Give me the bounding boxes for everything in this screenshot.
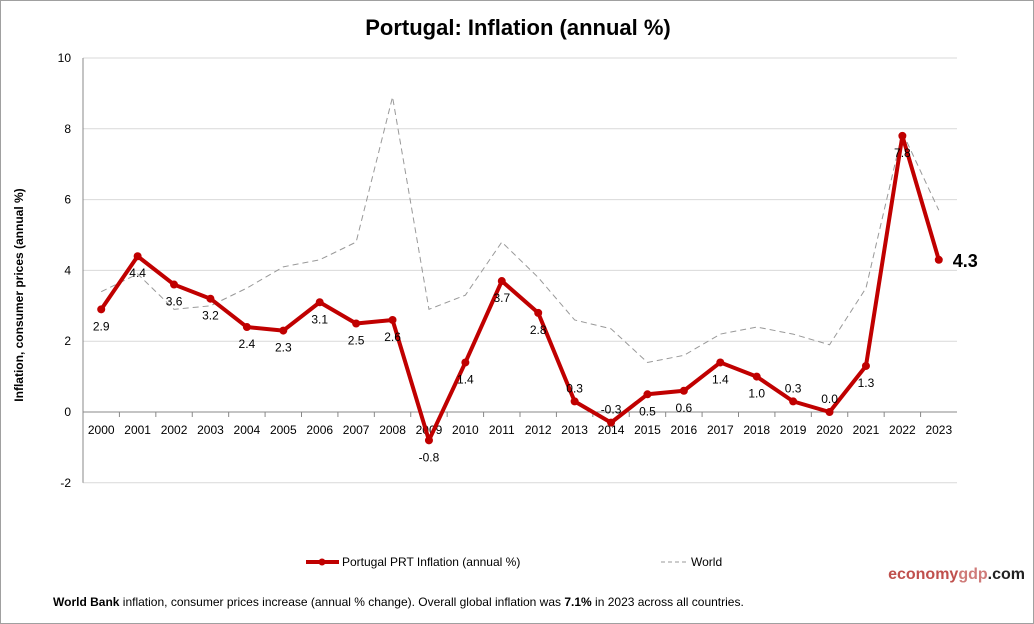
data-label: 1.4 [457,372,474,386]
y-tick-label: 0 [64,405,71,419]
portugal-point [825,408,834,416]
x-tick-label: 2017 [707,423,734,437]
data-label: 0.3 [566,381,583,395]
data-label: 0.0 [821,392,838,406]
data-label: 2.4 [239,337,256,351]
data-label: 3.6 [166,295,183,309]
portugal-point [242,323,251,332]
x-tick-label: 2001 [124,423,151,437]
y-axis-label: Inflation, consumer prices (annual %) [12,188,26,401]
x-tick-label: 2010 [452,423,479,437]
legend: Portugal PRT Inflation (annual %) World [306,555,722,569]
x-tick-label: 2018 [743,423,770,437]
data-label: 7.8 [894,146,911,160]
portugal-point [315,298,324,307]
portugal-point [388,315,397,324]
data-label: 3.2 [202,309,219,323]
portugal-point [170,280,179,289]
data-label: 2.9 [93,319,110,333]
legend-marker-portugal [318,558,326,566]
portugal-point [279,326,288,335]
last-value-label: 4.3 [953,251,978,271]
data-label: 2.5 [348,334,365,348]
data-label: 2.6 [384,330,401,344]
y-tick-label: 10 [58,51,72,65]
data-label: 1.3 [858,376,875,390]
data-label: 4.4 [129,266,146,280]
x-tick-label: 2000 [88,423,115,437]
portugal-point [570,397,579,406]
x-tick-label: 2023 [925,423,952,437]
x-tick-label: 2012 [525,423,552,437]
portugal-point [461,358,470,367]
x-tick-label: 2007 [343,423,370,437]
portugal-point [643,390,652,399]
data-label: 2.8 [530,323,547,337]
portugal-line [99,133,941,443]
x-tick-label: 2021 [853,423,880,437]
data-label: -0.3 [601,403,622,417]
x-tick-label: 2005 [270,423,297,437]
data-label: 1.4 [712,372,729,386]
portugal-point [607,418,616,427]
y-tick-label: 2 [64,334,71,348]
x-tick-label: 2006 [306,423,333,437]
data-label: 1.0 [748,387,765,401]
x-tick-label: 2022 [889,423,916,437]
portugal-point [133,252,142,261]
data-label: 0.6 [676,401,693,415]
portugal-point [752,372,761,381]
x-tick-label: 2004 [234,423,261,437]
x-tick-label: 2020 [816,423,843,437]
portugal-point [716,358,725,367]
y-tick-label: 6 [64,193,71,207]
y-tick-label: -2 [60,476,71,490]
legend-label-world: World [691,555,722,569]
portugal-point [534,308,543,317]
x-tick-label: 2019 [780,423,807,437]
x-tick-label: 2002 [161,423,188,437]
portugal-point [424,436,433,445]
portugal-point [789,397,798,406]
x-tick-label: 2014 [598,423,625,437]
portugal-point [861,361,870,370]
data-label: 0.3 [785,381,802,395]
x-tick-label: 2011 [489,423,515,437]
x-tick-label: 2016 [671,423,698,437]
brand-logo: economygdp.com [888,566,1025,583]
data-label: 3.7 [493,291,510,305]
x-tick-label: 2013 [561,423,588,437]
y-tick-label: 4 [64,263,71,277]
footer-note: World Bank inflation, consumer prices in… [53,595,744,609]
portugal-point [934,255,943,264]
data-label: -0.8 [419,450,440,464]
portugal-point [97,305,106,314]
x-tick-label: 2003 [197,423,224,437]
data-label: 0.5 [639,404,656,418]
data-label: 2.3 [275,341,292,355]
y-tick-label: 8 [64,122,71,136]
portugal-point [497,277,506,286]
legend-label-portugal: Portugal PRT Inflation (annual %) [342,555,520,569]
world-line [100,96,940,363]
portugal-point [679,386,688,395]
x-tick-label: 2015 [634,423,661,437]
portugal-point [898,131,907,140]
portugal-point [352,319,361,328]
x-tick-label: 2008 [379,423,406,437]
portugal-point [206,294,215,303]
data-label: 3.1 [311,312,328,326]
chart-title: Portugal: Inflation (annual %) [365,15,671,40]
